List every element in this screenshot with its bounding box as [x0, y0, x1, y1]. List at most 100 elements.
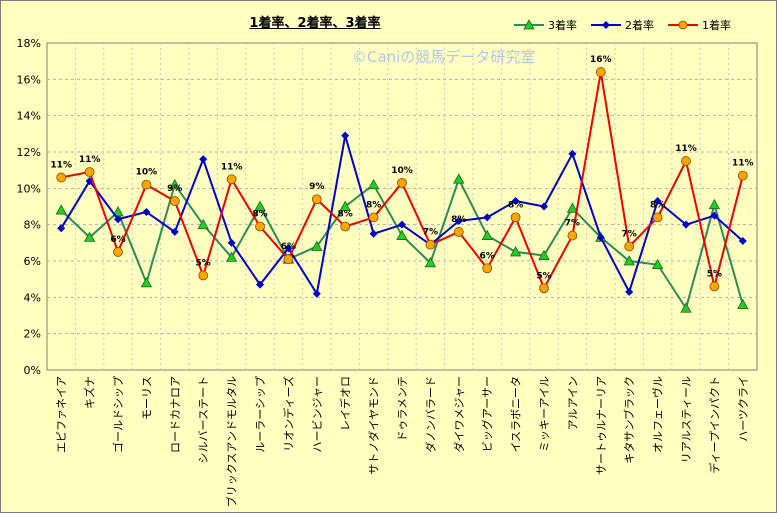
data-point	[680, 302, 692, 313]
legend-item-3rd: 3着率	[514, 15, 577, 35]
data-label: 11%	[50, 160, 72, 170]
legend-label-3rd: 3着率	[548, 19, 577, 32]
data-point	[340, 221, 351, 232]
data-point	[483, 213, 492, 222]
x-tick-label: アルアイン	[566, 376, 579, 430]
x-tick-label: ミッキーアイル	[538, 376, 551, 452]
data-point	[710, 211, 719, 220]
data-point	[737, 298, 749, 310]
data-point	[482, 263, 493, 274]
data-label: 6%	[281, 242, 296, 252]
data-point	[341, 131, 350, 140]
legend: 3着率 2着率 1着率	[514, 15, 731, 35]
y-tick-label: 12%	[17, 146, 41, 159]
data-label: 6%	[480, 251, 495, 261]
legend-marker-diamond-icon	[591, 21, 621, 29]
data-label: 8%	[508, 200, 523, 210]
x-tick-label: レイデオロ	[338, 376, 352, 431]
x-tick-label: キタサンブラック	[622, 376, 636, 464]
x-tick-label: エピファネイア	[55, 376, 68, 453]
data-label: 10%	[136, 168, 158, 178]
data-point	[368, 212, 379, 223]
data-point	[624, 241, 635, 252]
data-point	[538, 249, 550, 260]
y-tick-label: 16%	[17, 73, 41, 86]
data-point	[396, 229, 408, 240]
x-tick-label: ディープインパクト	[707, 376, 721, 474]
data-point	[595, 67, 606, 77]
x-tick-label: キズナ	[83, 376, 97, 409]
data-label: 9%	[167, 184, 182, 194]
data-point	[311, 194, 322, 205]
data-point	[509, 246, 522, 257]
data-label: 16%	[590, 55, 612, 65]
data-point	[226, 174, 237, 185]
data-point	[113, 247, 123, 257]
x-tick-label: リオンディーズ	[281, 376, 295, 452]
y-tick-label: 0%	[24, 364, 41, 377]
data-point	[652, 212, 663, 223]
data-point	[568, 149, 577, 158]
x-tick-label: ブリックスアンドモルタル	[225, 376, 239, 507]
y-tick-label: 6%	[24, 255, 41, 268]
legend-item-2nd: 2着率	[591, 15, 654, 35]
data-point	[737, 170, 748, 181]
y-tick-label: 14%	[17, 110, 41, 123]
legend-label-2nd: 2着率	[625, 19, 654, 32]
x-tick-label: ダイワメジャー	[452, 376, 466, 452]
data-label: 7%	[622, 229, 637, 239]
data-label: 6%	[110, 235, 125, 245]
data-point	[254, 200, 266, 211]
data-point	[227, 238, 236, 247]
data-point	[481, 229, 493, 240]
data-label: 8%	[650, 200, 665, 210]
data-point	[284, 244, 293, 253]
data-point	[83, 231, 96, 242]
data-point	[454, 217, 463, 226]
data-point	[566, 202, 579, 213]
data-label: 9%	[309, 182, 324, 192]
data-point	[596, 233, 605, 242]
x-tick-label: イスラボニータ	[510, 376, 523, 453]
data-point	[511, 197, 520, 206]
data-point	[225, 251, 238, 262]
x-tick-label: ゴールドシップ	[111, 376, 125, 453]
data-label: 8%	[252, 209, 267, 219]
data-point	[369, 229, 378, 238]
data-point	[56, 172, 67, 183]
data-label: 8%	[451, 215, 466, 225]
data-point	[540, 202, 548, 211]
x-tick-label: サトノダイヤモンド	[367, 376, 381, 475]
data-point	[256, 280, 264, 289]
data-point	[169, 196, 180, 206]
x-tick-label: オルフェーヴル	[651, 376, 665, 453]
data-point	[651, 258, 664, 270]
x-tick-label: ロードカナロア	[169, 376, 182, 453]
data-label: 11%	[675, 144, 697, 154]
x-tick-label: ハービンジャー	[311, 376, 324, 452]
data-point	[398, 220, 406, 229]
data-label: 11%	[79, 155, 101, 165]
data-point	[114, 215, 122, 224]
data-label: 8%	[338, 209, 353, 219]
data-point	[55, 204, 67, 215]
y-tick-label: 18%	[17, 37, 41, 50]
data-point	[141, 179, 152, 190]
x-tick-label: リアルスティール	[680, 376, 693, 463]
data-point	[169, 178, 181, 190]
data-point	[283, 254, 294, 265]
data-point	[397, 177, 407, 188]
y-tick-label: 4%	[24, 291, 41, 304]
plot-background	[46, 42, 758, 371]
data-point	[198, 270, 209, 281]
data-label: 7%	[423, 228, 438, 238]
data-point	[170, 227, 179, 236]
x-tick-label: サートゥルナーリア	[595, 376, 608, 475]
data-point	[653, 197, 662, 206]
data-point	[424, 256, 437, 268]
data-point	[255, 221, 265, 232]
watermark: ©Caniの競馬データ研究室	[352, 48, 536, 66]
data-point	[682, 220, 690, 229]
data-point	[425, 239, 436, 250]
